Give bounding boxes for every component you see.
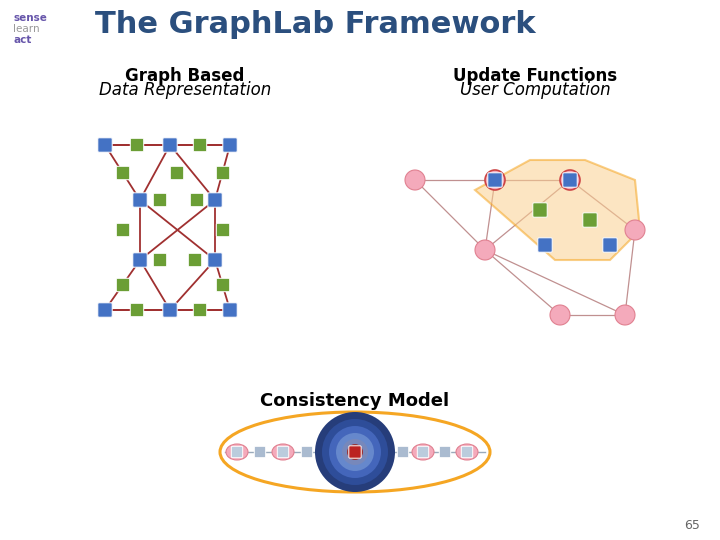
FancyBboxPatch shape [231, 446, 243, 458]
Circle shape [342, 439, 368, 465]
Ellipse shape [226, 444, 248, 460]
Circle shape [615, 305, 635, 325]
Circle shape [405, 170, 425, 190]
FancyBboxPatch shape [153, 193, 167, 207]
Text: The GraphLab Framework: The GraphLab Framework [95, 10, 536, 39]
Text: sense: sense [13, 13, 47, 23]
FancyBboxPatch shape [193, 303, 207, 316]
Text: User Computation: User Computation [459, 81, 611, 99]
FancyBboxPatch shape [603, 238, 617, 252]
FancyBboxPatch shape [132, 253, 147, 267]
Text: Consistency Model: Consistency Model [261, 392, 449, 410]
Circle shape [550, 305, 570, 325]
Text: Update Functions: Update Functions [453, 67, 617, 85]
FancyBboxPatch shape [153, 253, 167, 267]
FancyBboxPatch shape [563, 173, 577, 187]
FancyBboxPatch shape [163, 138, 177, 152]
Ellipse shape [272, 444, 294, 460]
Ellipse shape [456, 444, 478, 460]
Polygon shape [475, 160, 640, 260]
FancyBboxPatch shape [222, 138, 237, 152]
Text: Graph Based: Graph Based [125, 67, 245, 85]
Circle shape [329, 426, 381, 478]
Text: learn: learn [13, 24, 40, 34]
Circle shape [347, 444, 363, 460]
Circle shape [485, 170, 505, 190]
FancyBboxPatch shape [216, 278, 230, 292]
FancyBboxPatch shape [208, 253, 222, 267]
FancyBboxPatch shape [397, 446, 409, 458]
FancyBboxPatch shape [488, 173, 503, 187]
Text: act: act [13, 35, 32, 45]
FancyBboxPatch shape [117, 166, 130, 180]
FancyBboxPatch shape [348, 446, 361, 458]
FancyBboxPatch shape [171, 166, 184, 180]
FancyBboxPatch shape [98, 303, 112, 317]
FancyBboxPatch shape [418, 446, 428, 458]
FancyBboxPatch shape [301, 446, 312, 458]
FancyBboxPatch shape [533, 203, 547, 217]
Circle shape [475, 240, 495, 260]
FancyBboxPatch shape [439, 446, 451, 458]
FancyBboxPatch shape [277, 446, 289, 458]
FancyBboxPatch shape [222, 303, 237, 317]
FancyBboxPatch shape [538, 238, 552, 252]
FancyBboxPatch shape [189, 253, 202, 267]
FancyBboxPatch shape [462, 446, 473, 458]
FancyBboxPatch shape [254, 446, 266, 458]
FancyBboxPatch shape [193, 138, 207, 152]
Text: 65: 65 [684, 519, 700, 532]
FancyBboxPatch shape [190, 193, 204, 207]
FancyBboxPatch shape [130, 138, 144, 152]
Circle shape [315, 412, 395, 492]
Circle shape [336, 433, 374, 471]
Circle shape [560, 170, 580, 190]
FancyBboxPatch shape [98, 138, 112, 152]
FancyBboxPatch shape [117, 278, 130, 292]
FancyBboxPatch shape [582, 213, 597, 227]
FancyBboxPatch shape [216, 224, 230, 237]
Ellipse shape [412, 444, 434, 460]
Circle shape [625, 220, 645, 240]
FancyBboxPatch shape [208, 193, 222, 207]
FancyBboxPatch shape [163, 303, 177, 317]
FancyBboxPatch shape [132, 193, 147, 207]
FancyBboxPatch shape [130, 303, 144, 316]
Circle shape [322, 419, 388, 485]
FancyBboxPatch shape [117, 224, 130, 237]
FancyBboxPatch shape [216, 166, 230, 180]
Text: Data Representation: Data Representation [99, 81, 271, 99]
